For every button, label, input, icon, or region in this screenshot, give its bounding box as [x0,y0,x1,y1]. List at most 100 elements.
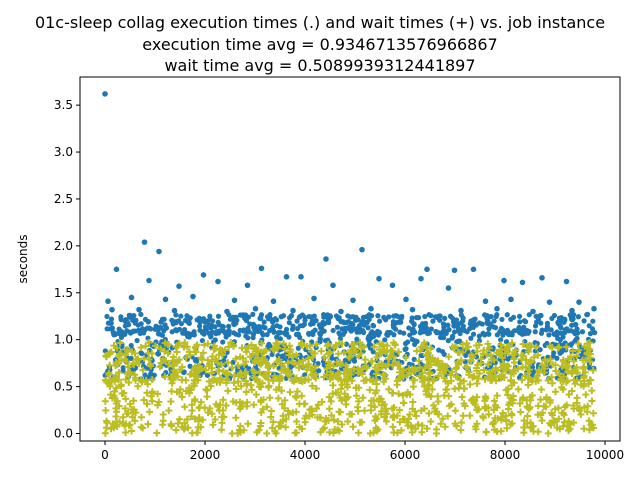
execution-time-point [297,323,303,329]
execution-time-point [575,314,582,320]
execution-time-point [586,365,593,371]
execution-time-point [422,313,428,320]
execution-time-point [176,283,182,290]
execution-time-point [104,313,110,320]
wait-time-point [451,407,459,415]
execution-time-point [473,322,480,328]
execution-time-point [445,285,452,291]
wait-time-point [466,380,474,388]
wait-time-point [178,423,186,431]
execution-time-point [539,274,545,281]
wait-time-point [427,418,435,426]
wait-time-point [236,422,244,430]
execution-time-point [391,313,397,319]
execution-time-point [569,307,575,314]
wait-time-point [500,365,508,373]
wait-time-point [527,424,534,432]
wait-time-point [589,409,597,417]
execution-time-point [270,298,277,305]
wait-time-point [111,361,119,369]
execution-time-point [551,350,557,356]
execution-time-point [109,325,116,331]
wait-time-point [559,356,567,364]
wait-time-point [586,339,594,347]
wait-time-point [314,401,322,409]
execution-time-point [302,314,308,321]
wait-time-point [130,408,138,416]
wait-time-point [207,382,215,390]
execution-time-point [417,330,423,336]
execution-time-point [231,297,238,304]
wait-time-point [447,400,455,408]
wait-time-point [137,343,145,351]
wait-time-point [498,370,506,378]
wait-time-point [271,427,279,435]
execution-time-point [109,306,115,313]
wait-time-point [168,387,176,395]
execution-time-point [173,312,179,318]
execution-time-point [426,330,432,336]
execution-time-point [581,318,587,324]
wait-time-point [430,401,438,409]
wait-time-point [355,352,363,360]
wait-time-point [230,379,238,387]
wait-time-point [195,413,203,421]
wait-time-point [409,383,417,391]
wait-time-point [170,367,178,375]
wait-time-point [121,422,129,430]
wait-time-point [338,340,346,348]
wait-time-point [159,410,167,418]
wait-time-point [399,373,407,381]
execution-time-point [197,319,203,325]
wait-time-point [134,382,142,390]
wait-time-point [147,362,155,370]
wait-time-point [411,408,419,416]
execution-time-point [138,350,144,356]
execution-time-point [294,318,300,324]
wait-time-point [122,375,130,383]
execution-time-point [561,319,567,325]
wait-time-point [234,361,242,369]
wait-time-point [524,381,532,389]
execution-time-point [470,266,477,273]
execution-time-point [450,333,456,339]
wait-time-point [337,376,345,384]
wait-time-point [148,389,156,397]
wait-time-point [577,381,585,389]
execution-time-point [504,327,511,333]
execution-time-point [366,316,372,323]
wait-time-point [371,364,379,372]
wait-time-point [395,390,403,398]
wait-time-point [186,370,194,378]
wait-time-point [466,412,474,420]
wait-time-point [379,371,387,379]
wait-time-point [164,341,172,349]
execution-time-point [406,325,412,331]
wait-time-point [397,426,405,434]
execution-time-point [546,299,553,305]
execution-time-point [273,317,280,323]
wait-time-point [532,377,540,385]
wait-time-point [366,376,374,384]
execution-time-point [136,306,142,313]
execution-time-point [450,319,457,325]
wait-time-point [368,358,376,366]
wait-time-point [390,353,398,361]
wait-time-point [518,376,526,384]
wait-time-point [395,360,403,368]
wait-time-point [146,408,154,416]
execution-time-point [182,330,188,336]
execution-time-point [368,305,374,312]
execution-time-point [451,329,458,335]
wait-time-point [352,392,360,400]
execution-time-point [470,317,476,323]
wait-time-point [292,429,300,437]
wait-time-point [139,366,147,374]
wait-time-point [140,396,148,404]
wait-time-point [522,363,530,371]
y-tick-label: 2.5 [54,192,73,206]
execution-time-point [516,313,523,319]
wait-time-point [589,366,597,374]
execution-time-point [120,365,126,371]
wait-time-point [273,358,281,366]
